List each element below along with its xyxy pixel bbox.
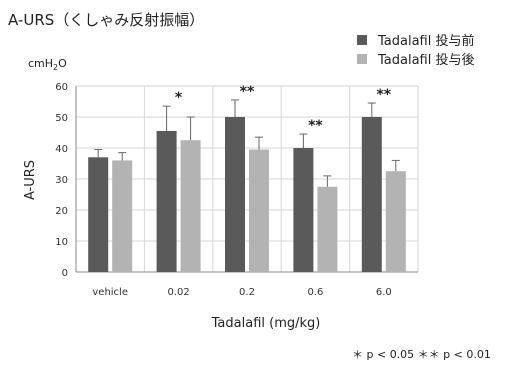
x-tick-label: 0.2 — [239, 287, 255, 298]
y-tick-label: 30 — [55, 175, 68, 186]
y-tick-label: 50 — [55, 113, 68, 124]
bar — [180, 140, 201, 272]
x-tick-label: vehicle — [92, 287, 128, 298]
footnote: ＊ p < 0.05 ＊＊ p < 0.01 — [352, 348, 491, 361]
y-tick-label: 60 — [55, 82, 68, 93]
y-unit-tail: O — [58, 57, 67, 70]
bar — [293, 148, 314, 272]
bar — [361, 117, 382, 272]
y-unit-base: cmH — [28, 57, 53, 70]
bar — [385, 171, 406, 272]
plot-area: 0 10 20 30 40 50 60 vehicle 0.02 * 0.2 ** 0.6 ** 6.0 ** — [55, 82, 419, 298]
bar — [225, 117, 245, 272]
y-tick-label: 20 — [55, 206, 68, 217]
x-axis-label: Tadalafil (mg/kg) — [211, 316, 321, 331]
significance-marker: ** — [240, 84, 255, 100]
significance-marker: ** — [308, 118, 323, 134]
y-unit-sub: 2 — [53, 63, 58, 72]
legend-swatch — [357, 35, 367, 45]
y-axis-label: A-URS — [23, 160, 38, 200]
legend-label: Tadalafil 投与後 — [377, 52, 475, 68]
y-tick-label: 0 — [62, 268, 68, 279]
legend-swatch — [357, 54, 367, 64]
y-tick-label: 40 — [55, 144, 68, 155]
bar — [249, 149, 269, 272]
bar — [156, 130, 177, 272]
y-tick-label: 10 — [55, 237, 68, 248]
bar — [112, 160, 133, 272]
y-unit-label: cmH2O — [28, 57, 67, 72]
x-tick-label: 6.0 — [376, 287, 392, 298]
bar — [88, 157, 109, 272]
chart-title: A-URS（くしゃみ反射振幅） — [8, 11, 204, 29]
x-tick-label: 0.02 — [167, 287, 189, 298]
bar — [317, 186, 338, 272]
legend-label: Tadalafil 投与前 — [377, 33, 475, 49]
significance-marker: * — [175, 90, 183, 106]
significance-marker: ** — [376, 87, 391, 103]
legend: Tadalafil 投与前 Tadalafil 投与後 — [357, 33, 475, 68]
x-tick-label: 0.6 — [307, 287, 323, 298]
